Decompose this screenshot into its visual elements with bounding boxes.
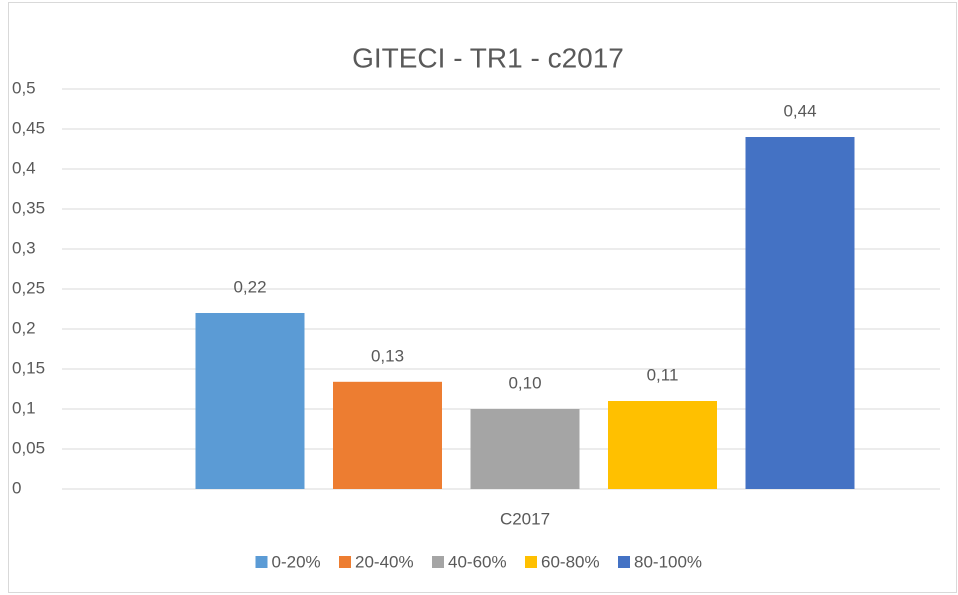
bar xyxy=(195,313,305,489)
y-tick-label: 0,3 xyxy=(12,238,36,257)
bar xyxy=(470,409,580,489)
y-tick-label: 0,15 xyxy=(12,358,45,377)
y-tick-label: 0,05 xyxy=(12,438,45,457)
legend-swatch xyxy=(339,556,351,568)
legend-swatch xyxy=(525,556,537,568)
x-tick-label: C2017 xyxy=(500,509,550,528)
legend-label: 60-80% xyxy=(541,552,600,571)
y-tick-label: 0,4 xyxy=(12,158,36,177)
y-tick-label: 0,35 xyxy=(12,198,45,217)
bar xyxy=(333,381,442,489)
legend-swatch xyxy=(618,556,630,568)
y-tick-label: 0,2 xyxy=(12,318,36,337)
y-tick-label: 0 xyxy=(12,478,21,497)
value-label: 0,22 xyxy=(233,277,266,296)
legend-label: 20-40% xyxy=(355,552,414,571)
value-label: 0,13 xyxy=(371,346,404,365)
y-tick-label: 0,1 xyxy=(12,398,36,417)
y-tick-label: 0,5 xyxy=(12,78,36,97)
legend-label: 80-100% xyxy=(634,552,702,571)
legend-label: 0-20% xyxy=(272,552,321,571)
value-label: 0,44 xyxy=(783,101,816,120)
value-label: 0,10 xyxy=(508,373,541,392)
value-label: 0,11 xyxy=(647,365,679,384)
legend-swatch xyxy=(255,556,268,568)
y-tick-label: 0,25 xyxy=(12,278,45,297)
legend-label: 40-60% xyxy=(448,552,507,571)
y-tick-label: 0,45 xyxy=(12,118,45,137)
legend-swatch xyxy=(432,556,444,568)
chart-title: GITECI - TR1 - c2017 xyxy=(352,42,624,73)
bar xyxy=(608,401,717,489)
bar xyxy=(745,137,855,489)
